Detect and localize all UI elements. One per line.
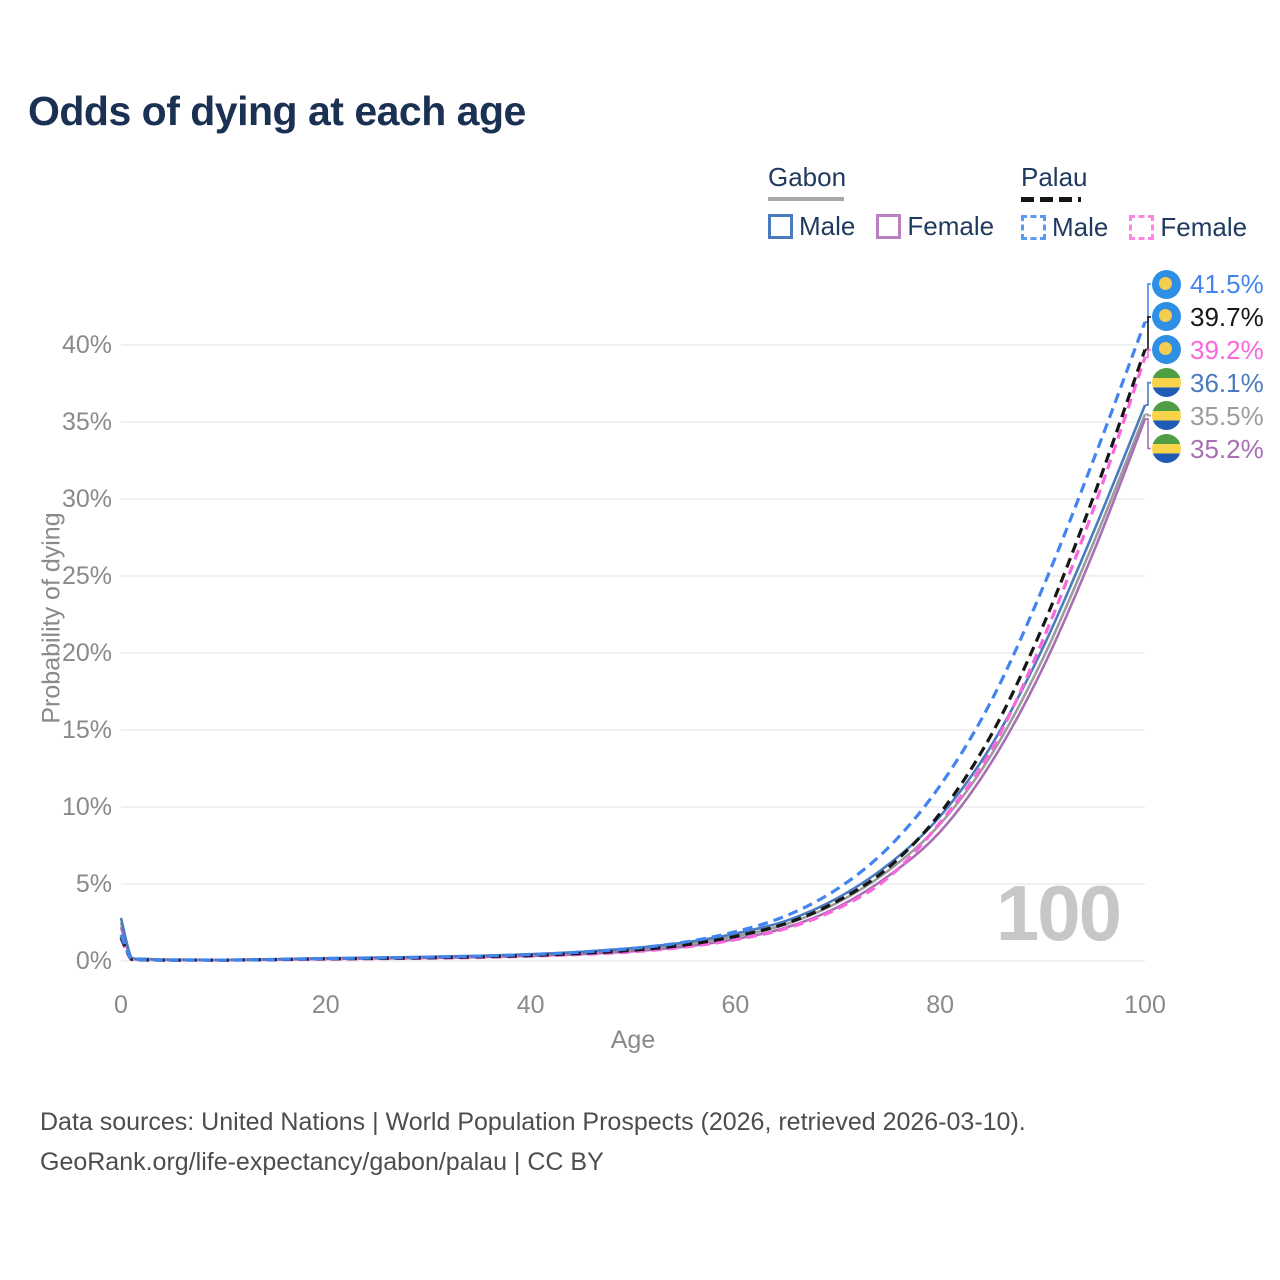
attribution-line: GeoRank.org/life-expectancy/gabon/palau …: [40, 1148, 604, 1176]
y-tick-40: 40%: [61, 331, 112, 359]
gabon-flag-icon: [1152, 401, 1181, 431]
gabon-flag-icon: [1152, 434, 1181, 463]
watermark-age-100: 100: [995, 869, 1122, 957]
palau-male-label: Male: [1052, 212, 1109, 242]
legend-group-palau: Palau Male Female: [1021, 162, 1247, 243]
x-tick-0: 0: [114, 991, 128, 1019]
end-value-palau-total: 39.7%: [1190, 301, 1264, 332]
end-label-row-palau-male: 41.5%: [1152, 269, 1264, 299]
legend-item-gabon-female[interactable]: Female: [876, 211, 994, 242]
legend-group-gabon: Gabon Male Female: [768, 162, 994, 242]
x-tick-100: 100: [1124, 991, 1166, 1019]
leader-line-palau-female: [1145, 349, 1151, 359]
palau-dashed-line-swatch: [1021, 197, 1081, 202]
end-value-gabon-female: 35.2%: [1190, 433, 1264, 464]
leader-line-gabon-male: [1145, 381, 1151, 406]
series-line-gabon-male: [119, 404, 1147, 962]
leader-line-gabon-female: [1145, 418, 1151, 450]
legend-palau-items: Male Female: [1021, 212, 1247, 243]
y-tick-15: 15%: [61, 716, 112, 744]
y-axis-title: Probability of dying: [37, 512, 66, 724]
gabon-solid-line-swatch: [768, 197, 844, 201]
y-tick-5: 5%: [75, 870, 112, 898]
end-value-palau-male: 41.5%: [1190, 269, 1264, 299]
y-tick-25: 25%: [61, 562, 112, 590]
legend-gabon-items: Male Female: [768, 211, 994, 242]
x-tick-40: 40: [516, 991, 545, 1019]
gabon-female-checkbox[interactable]: [876, 214, 902, 239]
y-tick-20: 20%: [61, 639, 112, 667]
leader-line-gabon-total: [1145, 413, 1151, 417]
legend-palau-title: Palau: [1021, 162, 1088, 192]
y-tick-0: 0%: [75, 947, 112, 975]
palau-female-checkbox[interactable]: [1129, 215, 1155, 240]
series-line-palau-total: [119, 349, 1147, 962]
palau-moon: [1159, 342, 1172, 356]
gabon-flag-icon: [1152, 368, 1181, 398]
palau-flag-icon: [1152, 302, 1181, 332]
gabon-female-label: Female: [907, 211, 995, 241]
gabon-male-label: Male: [799, 211, 856, 241]
legend-item-palau-male[interactable]: Male: [1021, 212, 1108, 243]
legend-item-palau-female[interactable]: Female: [1129, 212, 1247, 243]
chart-title: Odds of dying at each age: [28, 88, 526, 134]
gabon-male-checkbox[interactable]: [768, 214, 793, 239]
data-sources-line: Data sources: United Nations | World Pop…: [40, 1108, 1026, 1136]
series-line-gabon-female: [119, 418, 1147, 962]
end-value-palau-female: 39.2%: [1190, 334, 1264, 365]
x-tick-60: 60: [721, 991, 750, 1019]
series-line-gabon-total: [119, 413, 1147, 962]
end-label-row-gabon-male: 36.1%: [1152, 368, 1264, 398]
palau-female-label: Female: [1160, 212, 1248, 242]
end-value-gabon-total: 35.5%: [1190, 400, 1264, 431]
palau-moon: [1159, 276, 1172, 290]
palau-moon: [1159, 309, 1172, 323]
legend-gabon-title: Gabon: [768, 162, 847, 192]
x-axis-title: Age: [610, 1026, 656, 1054]
palau-flag-icon: [1152, 335, 1181, 365]
end-label-row-palau-total: 39.7%: [1152, 302, 1264, 332]
legend-item-gabon-male[interactable]: Male: [768, 211, 855, 242]
x-tick-20: 20: [311, 991, 340, 1019]
palau-flag-icon: [1152, 269, 1181, 299]
end-label-row-palau-female: 39.2%: [1152, 335, 1264, 365]
end-label-row-gabon-female: 35.2%: [1152, 434, 1264, 464]
series-line-palau-female: [119, 356, 1147, 962]
palau-male-checkbox[interactable]: [1021, 215, 1046, 240]
y-tick-10: 10%: [61, 793, 112, 821]
leader-line-palau-total: [1145, 316, 1151, 351]
end-label-row-gabon-total: 35.5%: [1152, 401, 1264, 431]
series-line-palau-male: [119, 321, 1147, 962]
leader-line-palau-male: [1145, 283, 1151, 323]
x-tick-80: 80: [926, 991, 955, 1019]
end-value-gabon-male: 36.1%: [1190, 367, 1264, 398]
footer: Data sources: United Nations | World Pop…: [40, 1102, 1026, 1182]
y-tick-35: 35%: [61, 408, 112, 436]
y-tick-30: 30%: [61, 485, 112, 513]
